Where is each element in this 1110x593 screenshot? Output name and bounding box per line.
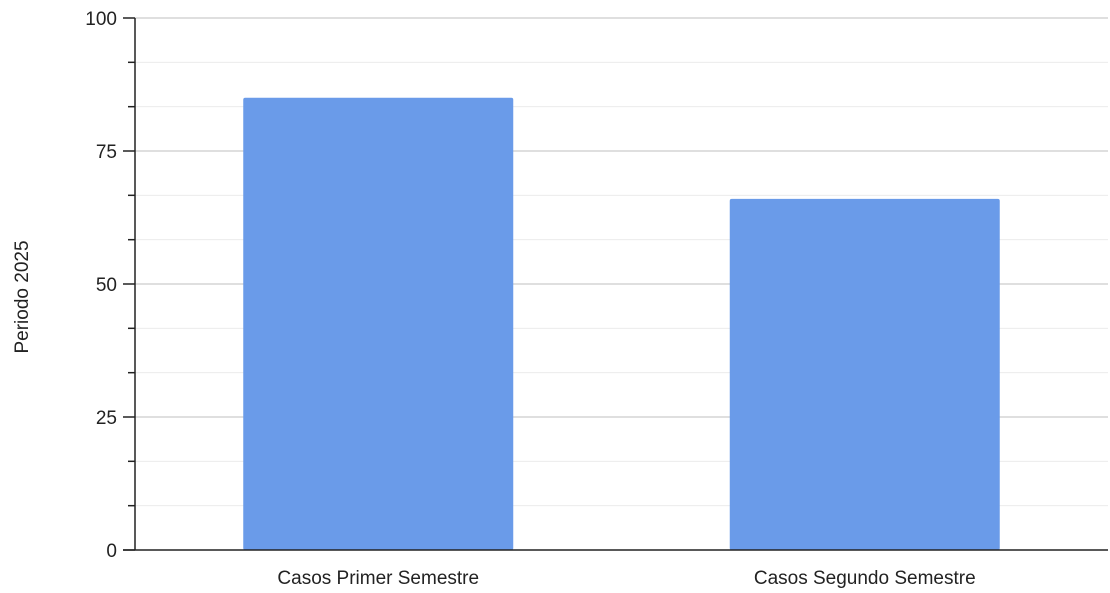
y-axis-ticks: 0 25 50 75 100 — [85, 9, 135, 562]
y-tick-label: 50 — [96, 275, 117, 296]
bar — [243, 97, 514, 551]
bar — [729, 198, 1000, 550]
y-tick-label: 25 — [96, 408, 117, 429]
y-axis-title: Periodo 2025 — [12, 240, 33, 353]
x-axis-labels: Casos Primer Semestre Casos Segundo Semes… — [277, 568, 975, 589]
y-tick-label: 100 — [85, 9, 117, 30]
y-tick-label: 0 — [106, 541, 117, 562]
bars — [243, 97, 1000, 551]
x-category-label: Casos Segundo Semestre — [754, 568, 976, 589]
y-tick-label: 75 — [96, 142, 117, 163]
x-category-label: Casos Primer Semestre — [277, 568, 479, 589]
